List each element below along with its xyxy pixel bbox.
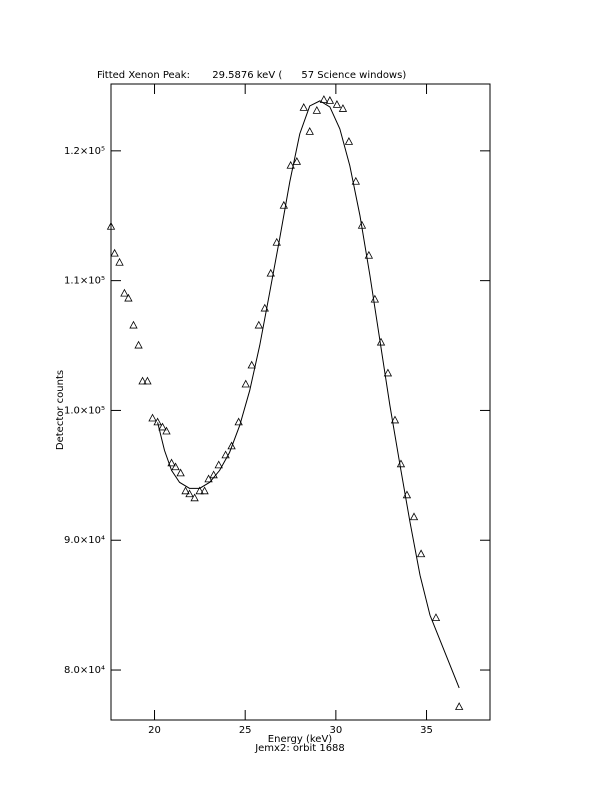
data-point: [266, 268, 275, 277]
data-point: [158, 422, 167, 431]
data-point: [431, 613, 441, 622]
data-point: [115, 257, 124, 266]
data-point: [416, 549, 426, 558]
data-point: [272, 237, 281, 246]
data-point: [254, 320, 263, 329]
data-point: [312, 106, 321, 114]
data-point: [190, 493, 199, 502]
fit-line: [157, 100, 460, 689]
data-point: [110, 248, 119, 257]
data-point: [299, 103, 308, 111]
data-point: [204, 474, 213, 483]
x-axis-label: Energy (keV): [268, 734, 333, 745]
data-point: [247, 360, 256, 369]
data-point: [176, 468, 185, 477]
data-point: [129, 320, 138, 329]
data-point: [171, 462, 180, 471]
x-tick-label: 20: [148, 725, 161, 736]
y-tick-label: 1.0×10⁵: [64, 405, 105, 416]
plot-frame: [110, 83, 491, 721]
data-point: [143, 376, 152, 385]
x-tick-label: 25: [239, 725, 252, 736]
data-point: [305, 127, 314, 135]
data-point: [214, 460, 223, 469]
data-point: [286, 160, 295, 169]
data-point: [162, 426, 171, 435]
subtitle: Jemx2: orbit 1688: [254, 743, 345, 754]
data-point: [227, 441, 236, 450]
data-point: [383, 368, 393, 377]
data-point: [351, 176, 360, 185]
y-tick-label: 8.0×10⁴: [64, 665, 105, 676]
data-point: [292, 157, 302, 165]
data-point: [124, 293, 133, 302]
data-point: [325, 96, 335, 104]
y-tick-label: 9.0×10⁴: [64, 535, 105, 546]
data-point: [134, 340, 143, 349]
x-tick-label: 35: [420, 725, 433, 736]
data-point: [138, 376, 147, 385]
data-point: [221, 450, 230, 459]
data-point: [148, 413, 157, 422]
data-point: [396, 459, 406, 468]
data-point: [195, 486, 204, 495]
data-point: [409, 512, 419, 521]
y-tick-label: 1.1×10⁵: [64, 276, 105, 287]
data-point: [241, 379, 250, 388]
data-point: [390, 415, 400, 424]
data-point: [167, 458, 176, 467]
data-point: [106, 221, 116, 230]
data-point: [364, 250, 374, 259]
data-point: [455, 702, 464, 710]
data-point: [338, 104, 348, 112]
data-point: [319, 95, 329, 103]
chart-title: Fitted Xenon Peak: 29.5876 keV ( 57 Scie…: [97, 70, 406, 81]
data-point: [181, 486, 190, 495]
data-point: [153, 417, 162, 426]
data-point: [185, 489, 194, 498]
y-tick-label: 1.2×10⁵: [64, 146, 105, 157]
data-point: [200, 486, 209, 495]
y-axis-label: Detector counts: [55, 370, 66, 450]
data-point: [344, 137, 354, 145]
data-point: [332, 100, 342, 108]
x-tick-label: 30: [329, 725, 342, 736]
data-point: [120, 288, 129, 297]
